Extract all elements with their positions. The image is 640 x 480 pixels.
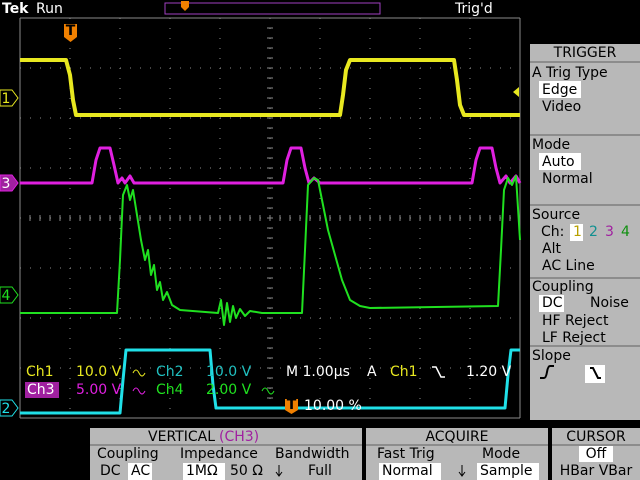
menu-option[interactable]: 50 Ω	[230, 463, 263, 479]
ch4-label: Ch4	[156, 382, 184, 398]
menu-option[interactable]: DC	[100, 463, 121, 479]
ch1-marker	[0, 89, 19, 107]
ch1-marker-label: 1	[2, 91, 11, 107]
menu-label: Fast Trig	[377, 446, 435, 462]
arrow-icon	[458, 465, 466, 477]
menu-option[interactable]: Video	[542, 99, 581, 115]
selected-bg	[539, 81, 581, 98]
ch2-scale: 10.0 V	[206, 364, 252, 380]
menu-value[interactable]: Normal	[382, 463, 433, 479]
slope-rising[interactable]	[540, 365, 554, 379]
trigger-level: 1.20 V	[466, 364, 512, 380]
source-channel[interactable]: 2	[589, 224, 598, 240]
ch3-scale: 5.00 V	[76, 382, 122, 398]
source-channel[interactable]: 3	[605, 224, 614, 240]
timebase: M 1.00µs	[286, 364, 350, 380]
graticule	[19, 17, 521, 419]
acquire-title: ACQUIRE	[425, 429, 488, 445]
bottom-menu: VERTICAL (CH3) Coupling DC AC Impedance …	[90, 428, 640, 480]
selected-bg	[539, 153, 581, 170]
menu-label: Bandwidth	[275, 446, 350, 462]
ch2-marker-label: 2	[2, 401, 11, 417]
menu-label: Ch:	[541, 224, 564, 240]
menu-label: Impedance	[180, 446, 258, 462]
ch3-trace	[20, 146, 522, 185]
trigger-menu: TRIGGER A Trig Type Edge Video Mode Auto…	[530, 44, 640, 420]
trigger-position-box	[285, 399, 298, 414]
ch3-label: Ch3	[27, 382, 55, 398]
menu-option[interactable]: LF Reject	[542, 330, 606, 346]
source-channel[interactable]: 1	[573, 224, 582, 240]
ch3-marker	[0, 174, 19, 192]
slope-falling[interactable]	[590, 367, 601, 379]
cursor-title: CURSOR	[566, 429, 626, 445]
selected-bg	[379, 463, 441, 480]
ch3-label-bg	[25, 382, 59, 398]
trigger-source: Ch1	[390, 364, 418, 380]
cursor-options[interactable]: HBar VBar	[560, 463, 633, 479]
vertical-channel: (CH3)	[219, 429, 259, 445]
trigger-level-arrow	[513, 87, 519, 97]
selected-bg	[539, 295, 564, 312]
ch1-trace	[20, 58, 520, 117]
arrow-icon	[275, 465, 283, 477]
ch2-marker	[0, 399, 19, 417]
ch1-scale: 10.0 V	[76, 364, 122, 380]
trigger-mode: A	[367, 364, 377, 380]
menu-value[interactable]: Full	[308, 463, 332, 479]
vertical-title: VERTICAL	[148, 429, 215, 445]
ch4-trace	[20, 175, 521, 326]
trigger-marker	[64, 24, 77, 42]
menu-option[interactable]: Noise	[590, 295, 629, 311]
ch3-coupling-icon	[132, 387, 146, 395]
trigger-slope-icon	[432, 366, 445, 378]
trigger-marker-label: T	[66, 23, 76, 39]
ch2-trace	[20, 348, 520, 415]
cursor-value[interactable]: Off	[586, 446, 607, 462]
ch4-scale: 2.00 V	[206, 382, 252, 398]
source-channel[interactable]: 4	[621, 224, 630, 240]
menu-option[interactable]: AC Line	[542, 258, 595, 274]
trigger-position: 10.00 %	[304, 398, 362, 414]
menu-label: Coupling	[97, 446, 159, 462]
record-bar	[164, 2, 381, 15]
menu-option[interactable]: Edge	[542, 82, 577, 98]
ch1-coupling-icon	[132, 369, 146, 377]
menu-option[interactable]: Auto	[542, 154, 575, 170]
selected-bg	[477, 463, 539, 480]
menu-option[interactable]: AC	[131, 463, 150, 479]
ch1-label: Ch1	[26, 364, 54, 380]
menu-option[interactable]: HF Reject	[542, 313, 609, 329]
menu-label: Mode	[482, 446, 520, 462]
trigger-position-icon	[181, 1, 189, 11]
brand: Tek	[2, 1, 29, 17]
selected-bg	[579, 446, 613, 462]
ch4-marker	[0, 286, 19, 304]
menu-value[interactable]: Sample	[480, 463, 533, 479]
selected-bg	[128, 463, 152, 480]
trigger-position-icon-label: T	[287, 397, 297, 413]
ch3-marker-label: 3	[2, 176, 11, 192]
run-status: Run	[36, 1, 63, 17]
menu-title: TRIGGER	[553, 45, 617, 61]
ch4-coupling-icon	[261, 387, 275, 395]
trigger-state: Trig'd	[454, 1, 493, 17]
menu-label: Source	[532, 207, 580, 223]
menu-label: Mode	[532, 137, 570, 153]
menu-label: Coupling	[532, 279, 594, 295]
menu-option[interactable]: Alt	[542, 241, 561, 257]
selected-bg	[183, 463, 225, 480]
menu-option[interactable]: DC	[542, 295, 563, 311]
ch2-label: Ch2	[156, 364, 184, 380]
selected-bg	[570, 224, 583, 241]
menu-panel	[530, 44, 640, 420]
menu-option[interactable]: Normal	[542, 171, 593, 187]
menu-label: A Trig Type	[532, 65, 608, 81]
menu-option[interactable]: 1MΩ	[186, 463, 218, 479]
ch4-marker-label: 4	[2, 288, 11, 304]
menu-label: Slope	[532, 348, 571, 364]
